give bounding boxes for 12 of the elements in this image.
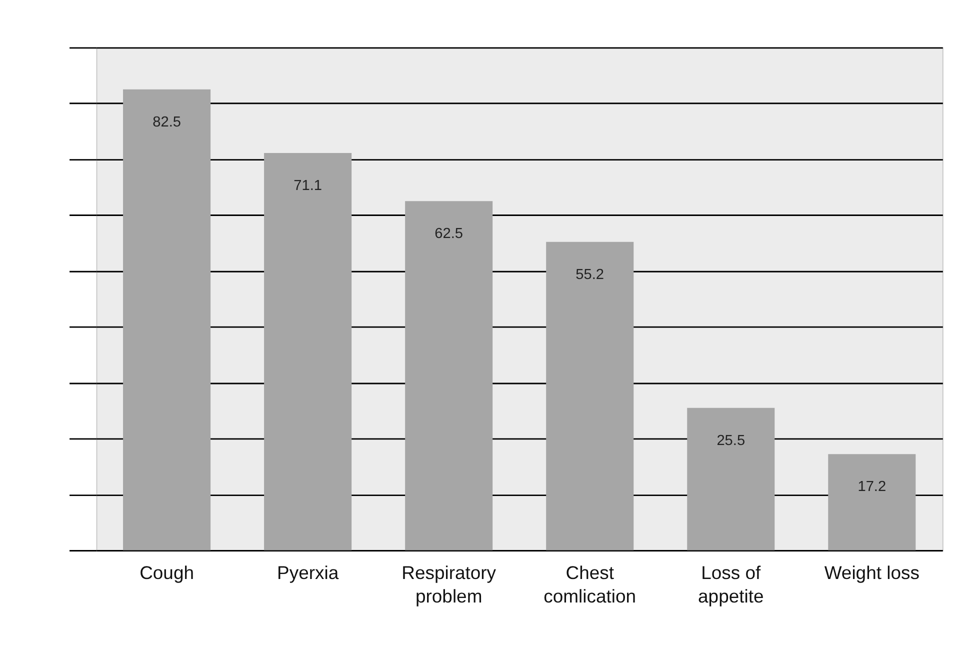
x-tick-label: Pyerxia [277, 562, 340, 583]
x-tick-label: Loss of appetite [698, 562, 764, 606]
data-label: 55.2 [576, 266, 604, 283]
x-tick-label: Cough [140, 562, 194, 583]
x-tick-label: Chest comlication [544, 562, 636, 606]
x-tick-label: Weight loss [824, 562, 920, 583]
data-label: 71.1 [294, 178, 322, 194]
x-tick-label: Respiratory problem [402, 562, 497, 606]
data-label: 17.2 [858, 479, 886, 496]
data-label: 62.5 [434, 226, 464, 242]
data-label: 25.5 [716, 432, 746, 449]
data-label: 82.5 [152, 114, 181, 130]
